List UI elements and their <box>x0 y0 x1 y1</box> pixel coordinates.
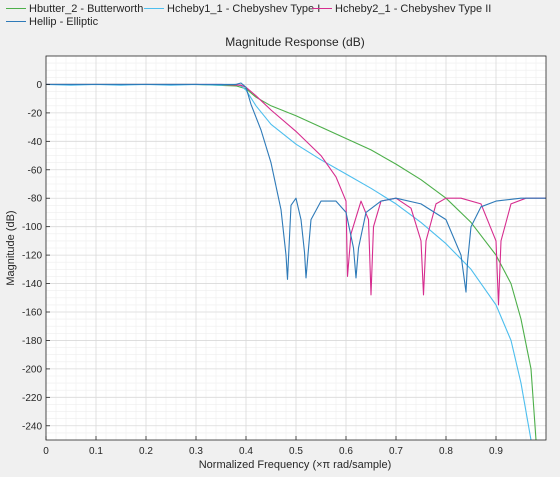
y-tick-label: 0 <box>36 80 42 91</box>
chart-title: Magnitude Response (dB) <box>225 35 364 49</box>
x-tick-label: 0.9 <box>489 446 503 457</box>
y-tick-label: -240 <box>22 421 42 432</box>
series-line-3[interactable] <box>46 83 546 306</box>
grid <box>45 56 546 440</box>
x-tick-label: 0.7 <box>389 446 403 457</box>
legend-label: Hbutter_2 - Butterworth <box>29 3 144 15</box>
y-tick-label: -60 <box>28 165 43 176</box>
x-tick-label: 0.6 <box>339 446 353 457</box>
legend-swatch <box>312 7 332 9</box>
y-axis: 0 -20 -40 -60 -80 -100 -120 -140 -160 -180 -200 -22… <box>22 80 50 432</box>
y-tick-label: -200 <box>22 364 42 375</box>
legend-swatch <box>144 7 164 9</box>
legend-label: Hcheby2_1 - Chebyshev Type II <box>335 3 492 15</box>
x-axis-label: Normalized Frequency (×π rad/sample) <box>199 459 392 471</box>
y-axis-label: Magnitude (dB) <box>5 210 17 285</box>
x-tick-label: 0.8 <box>439 446 453 457</box>
y-tick-label: -120 <box>22 251 42 262</box>
x-axis: 0 0.1 0.2 0.3 0.4 0.5 0.6 0.7 0.8 0.9 <box>43 436 503 457</box>
legend-swatch <box>6 20 26 22</box>
x-tick-label: 0.3 <box>189 446 203 457</box>
legend-label: Hcheby1_1 - Chebyshev Type I <box>167 3 321 15</box>
legend-item-chebyshev-1[interactable]: Hcheby1_1 - Chebyshev Type I <box>144 3 320 16</box>
legend-item-chebyshev-2[interactable]: Hcheby2_1 - Chebyshev Type II <box>312 3 491 16</box>
series-line-4[interactable] <box>46 82 546 293</box>
x-tick-label: 0.4 <box>239 446 253 457</box>
x-tick-label: 0.5 <box>289 446 303 457</box>
legend-swatch <box>6 7 26 9</box>
legend-item-butterworth[interactable]: Hbutter_2 - Butterworth <box>6 3 143 16</box>
series-layer <box>46 82 546 440</box>
y-tick-label: -20 <box>28 108 43 119</box>
x-tick-label: 0.2 <box>139 446 153 457</box>
legend: Hbutter_2 - Butterworth Hcheby1_1 - Cheb… <box>0 0 560 30</box>
legend-item-elliptic[interactable]: Hellip - Elliptic <box>6 16 98 29</box>
x-tick-label: 0.1 <box>89 446 103 457</box>
x-tick-label: 0 <box>43 446 49 457</box>
y-tick-label: -140 <box>22 279 42 290</box>
y-tick-label: -100 <box>22 222 42 233</box>
y-tick-label: -220 <box>22 393 42 404</box>
y-tick-label: -80 <box>28 194 43 205</box>
y-tick-label: -40 <box>28 137 43 148</box>
y-tick-label: -160 <box>22 308 42 319</box>
legend-label: Hellip - Elliptic <box>29 16 99 28</box>
y-tick-label: -180 <box>22 336 42 347</box>
